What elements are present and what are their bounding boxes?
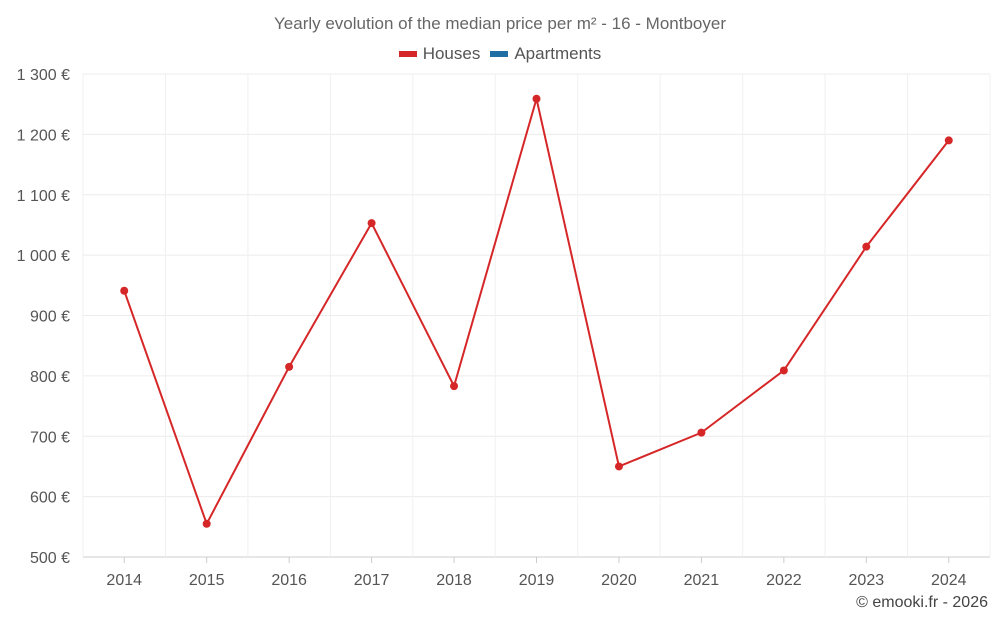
data-point-houses (944, 136, 953, 145)
y-tick-label: 900 € (30, 309, 70, 326)
data-point-houses (862, 242, 871, 251)
x-tick-label: 2019 (519, 572, 555, 589)
data-point-houses (532, 94, 541, 103)
data-point-houses (285, 362, 294, 371)
x-tick-label: 2017 (354, 572, 390, 589)
y-tick-label: 1 000 € (17, 248, 70, 265)
legend-item-houses[interactable]: Houses (398, 44, 481, 64)
legend-item-apartments[interactable]: Apartments (490, 44, 601, 64)
y-tick-label: 1 100 € (17, 188, 70, 205)
data-point-houses (697, 428, 706, 437)
data-point-houses (367, 219, 376, 228)
x-tick-label: 2016 (271, 572, 307, 589)
x-tick-label: 2018 (436, 572, 472, 589)
y-tick-label: 700 € (30, 429, 70, 446)
y-tick-label: 600 € (30, 490, 70, 507)
y-tick-label: 1 300 € (17, 67, 70, 84)
data-point-houses (120, 286, 129, 295)
y-tick-label: 800 € (30, 369, 70, 386)
legend-swatch-houses (398, 51, 417, 57)
legend-label-apartments: Apartments (514, 44, 602, 63)
x-tick-label: 2023 (849, 572, 885, 589)
y-tick-label: 1 200 € (17, 127, 70, 144)
x-tick-label: 2021 (684, 572, 720, 589)
y-tick-label: 500 € (30, 550, 70, 567)
data-point-houses (614, 462, 623, 471)
x-tick-label: 2014 (106, 572, 142, 589)
chart-title: Yearly evolution of the median price per… (274, 14, 726, 33)
x-tick-label: 2024 (931, 572, 967, 589)
x-tick-label: 2020 (601, 572, 637, 589)
credit-text: © emooki.fr - 2026 (856, 594, 988, 611)
data-point-houses (450, 382, 459, 391)
x-tick-label: 2015 (189, 572, 225, 589)
legend-label-houses: Houses (422, 44, 481, 63)
legend: Houses Apartments (0, 44, 1000, 64)
data-point-houses (779, 366, 788, 375)
x-tick-label: 2022 (766, 572, 802, 589)
data-point-houses (202, 519, 211, 528)
legend-swatch-apartments (490, 51, 509, 57)
